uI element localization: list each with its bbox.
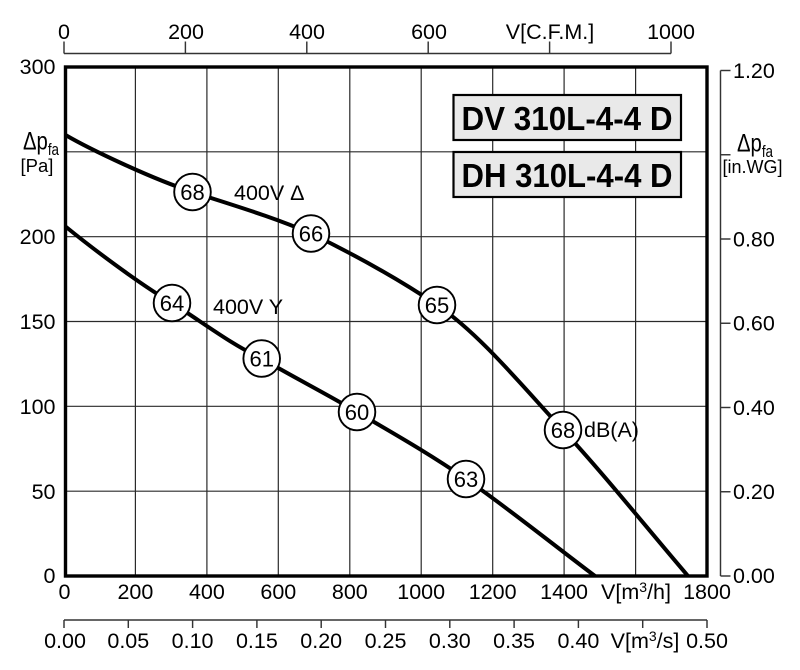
svg-text:100: 100 <box>20 395 56 419</box>
svg-text:0.00: 0.00 <box>733 564 775 588</box>
svg-text:V[m3/h]: V[m3/h] <box>601 579 671 604</box>
svg-text:0.35: 0.35 <box>493 629 535 653</box>
svg-text:0.15: 0.15 <box>236 629 278 653</box>
svg-text:0.00: 0.00 <box>44 629 86 653</box>
svg-text:DV 310L-4-4 D: DV 310L-4-4 D <box>462 101 673 138</box>
svg-text:1200: 1200 <box>469 580 517 604</box>
svg-text:V[m3/s]: V[m3/s] <box>611 628 680 653</box>
svg-text:300: 300 <box>20 55 56 79</box>
svg-text:0.30: 0.30 <box>429 629 471 653</box>
svg-text:0.10: 0.10 <box>172 629 214 653</box>
svg-text:1.20: 1.20 <box>733 59 775 83</box>
svg-text:200: 200 <box>20 225 56 249</box>
svg-text:V[C.F.M.]: V[C.F.M.] <box>506 20 594 44</box>
svg-text:dB(A): dB(A) <box>584 418 639 442</box>
svg-text:0.80: 0.80 <box>733 228 775 252</box>
svg-text:[in.WG]: [in.WG] <box>723 157 783 177</box>
svg-text:1000: 1000 <box>397 580 445 604</box>
svg-text:DH 310L-4-4 D: DH 310L-4-4 D <box>462 158 673 195</box>
svg-text:61: 61 <box>249 347 273 372</box>
svg-text:400V Y: 400V Y <box>213 295 283 319</box>
svg-text:50: 50 <box>32 480 56 504</box>
svg-text:0: 0 <box>59 580 71 604</box>
svg-text:68: 68 <box>551 418 575 443</box>
svg-text:200: 200 <box>117 580 153 604</box>
svg-text:1000: 1000 <box>647 20 695 44</box>
svg-text:0.50: 0.50 <box>686 629 728 653</box>
svg-text:0.60: 0.60 <box>733 312 775 336</box>
svg-text:0: 0 <box>58 20 70 44</box>
svg-text:150: 150 <box>20 310 56 334</box>
svg-text:64: 64 <box>160 291 184 316</box>
svg-text:1400: 1400 <box>540 580 588 604</box>
svg-text:[Pa]: [Pa] <box>21 155 54 176</box>
svg-text:0: 0 <box>44 564 56 588</box>
svg-text:0.20: 0.20 <box>733 480 775 504</box>
svg-text:400: 400 <box>189 580 225 604</box>
svg-text:400: 400 <box>289 20 325 44</box>
svg-text:0.40: 0.40 <box>733 396 775 420</box>
svg-text:600: 600 <box>411 20 447 44</box>
svg-text:66: 66 <box>299 222 323 247</box>
svg-text:63: 63 <box>454 467 478 492</box>
svg-text:400V Δ: 400V Δ <box>234 181 305 205</box>
svg-text:0.20: 0.20 <box>300 629 342 653</box>
svg-text:1800: 1800 <box>683 580 731 604</box>
svg-text:800: 800 <box>332 580 368 604</box>
svg-text:0.40: 0.40 <box>557 629 599 653</box>
svg-text:0.05: 0.05 <box>107 629 149 653</box>
svg-text:65: 65 <box>425 293 449 318</box>
svg-text:0.25: 0.25 <box>365 629 407 653</box>
svg-text:200: 200 <box>168 20 204 44</box>
svg-text:60: 60 <box>345 400 369 425</box>
svg-text:68: 68 <box>180 180 204 205</box>
svg-text:600: 600 <box>260 580 296 604</box>
